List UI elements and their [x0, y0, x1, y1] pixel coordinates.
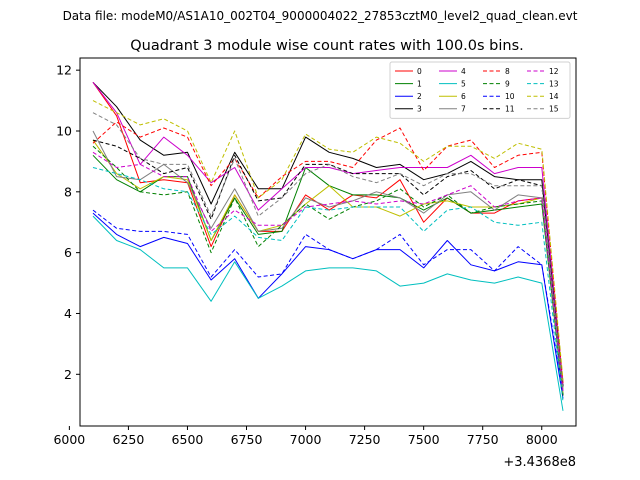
- legend-label-14: 14: [549, 92, 559, 101]
- series-line-5: [92, 215, 564, 411]
- x-tick-label: 7250: [349, 432, 381, 447]
- y-tick-label: 12: [56, 63, 72, 78]
- legend-label-9: 9: [505, 79, 510, 88]
- series-line-7: [92, 130, 564, 390]
- x-tick-label: 6000: [53, 432, 85, 447]
- series-line-8: [92, 121, 564, 384]
- x-offset-label: +3.4368e8: [503, 455, 576, 470]
- y-tick-label: 10: [56, 123, 72, 138]
- chart-suptitle: Data file: modeM0/AS1A10_002T04_90000040…: [63, 9, 578, 23]
- chart-title: Quadrant 3 module wise count rates with …: [130, 38, 524, 54]
- x-tick-label: 6750: [231, 432, 263, 447]
- y-tick-label: 2: [64, 367, 72, 382]
- series-line-11: [92, 139, 564, 387]
- series-line-12: [92, 151, 564, 393]
- series-line-2: [92, 212, 564, 399]
- series-line-0: [92, 82, 564, 396]
- series-line-9: [92, 145, 564, 396]
- series-line-15: [92, 112, 564, 390]
- series-line-1: [92, 154, 564, 396]
- series-line-3: [92, 81, 564, 387]
- series-line-14: [92, 100, 564, 381]
- y-tick-label: 8: [64, 184, 72, 199]
- legend-label-11: 11: [505, 105, 515, 114]
- series-line-13: [92, 167, 564, 402]
- series-line-10: [92, 209, 564, 393]
- x-tick-label: 8000: [526, 432, 558, 447]
- series-layer: [92, 81, 564, 411]
- legend-label-2: 2: [417, 92, 422, 101]
- x-tick-label: 6500: [172, 432, 204, 447]
- legend-label-4: 4: [461, 67, 466, 76]
- legend-label-3: 3: [417, 105, 422, 114]
- legend-frame: [389, 61, 571, 119]
- plot-frame: [79, 57, 577, 427]
- legend-label-6: 6: [461, 92, 466, 101]
- legend-label-15: 15: [549, 105, 559, 114]
- series-line-4: [92, 81, 564, 384]
- x-tick-label: 7750: [467, 432, 499, 447]
- legend-label-10: 10: [505, 92, 515, 101]
- x-tick-label: 7000: [290, 432, 322, 447]
- y-tick-label: 4: [64, 306, 72, 321]
- tick-layer: 6000 6250 6500 6750 7000 7250 7500 7750 80002468…: [53, 63, 557, 447]
- series-line-6: [92, 139, 564, 393]
- legend-label-0: 0: [417, 67, 422, 76]
- legend-label-1: 1: [417, 79, 422, 88]
- y-tick-label: 6: [64, 245, 72, 260]
- legend-label-8: 8: [505, 67, 510, 76]
- x-tick-label: 6250: [113, 432, 145, 447]
- legend-label-5: 5: [461, 79, 466, 88]
- legend-label-13: 13: [549, 79, 559, 88]
- x-tick-label: 7500: [408, 432, 440, 447]
- legend-label-7: 7: [461, 105, 466, 114]
- legend-label-12: 12: [549, 67, 559, 76]
